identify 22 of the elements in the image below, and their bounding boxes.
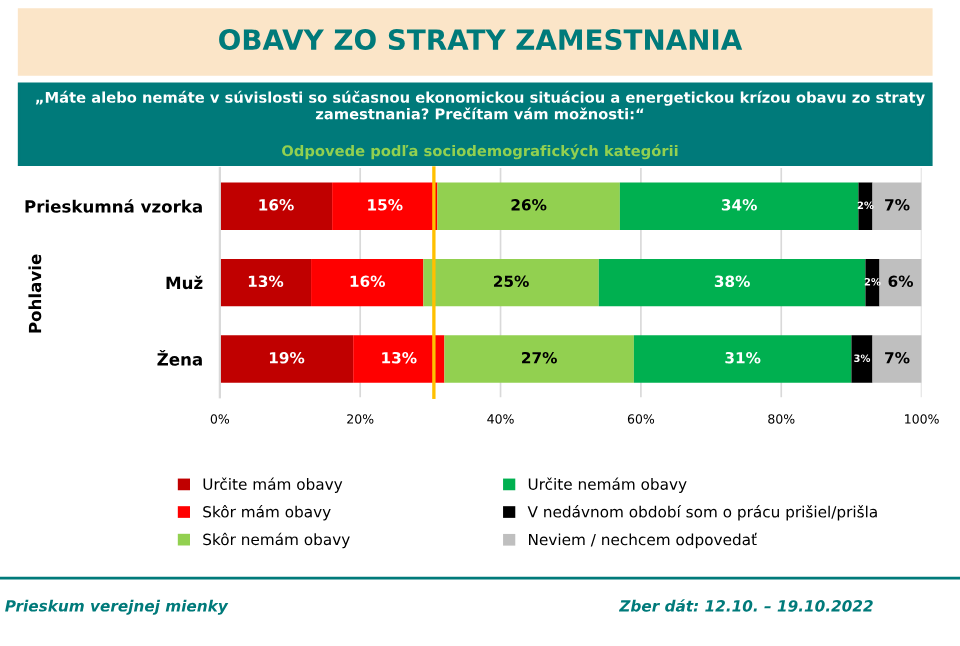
chart-title: OBAVY ZO STRATY ZAMESTNANIA xyxy=(219,29,743,51)
bar xyxy=(872,335,922,383)
bar xyxy=(619,182,859,230)
y-tick-label: Muž xyxy=(166,275,203,290)
bar xyxy=(423,258,599,307)
bar xyxy=(879,258,922,307)
y-tick-label: Prieskumná vzorka xyxy=(25,199,202,213)
bar xyxy=(219,258,312,307)
text: Pohlavie xyxy=(28,254,42,333)
bar xyxy=(598,258,866,307)
bar xyxy=(311,258,424,307)
y-tick-label: Žena xyxy=(157,349,202,366)
bar xyxy=(353,335,445,383)
bar xyxy=(219,335,354,383)
bar xyxy=(858,182,873,230)
bar xyxy=(332,182,438,230)
bar xyxy=(219,182,333,230)
bar xyxy=(437,182,620,230)
bar xyxy=(633,335,852,383)
bar xyxy=(444,335,634,383)
bar xyxy=(872,182,922,230)
bar xyxy=(851,335,873,383)
